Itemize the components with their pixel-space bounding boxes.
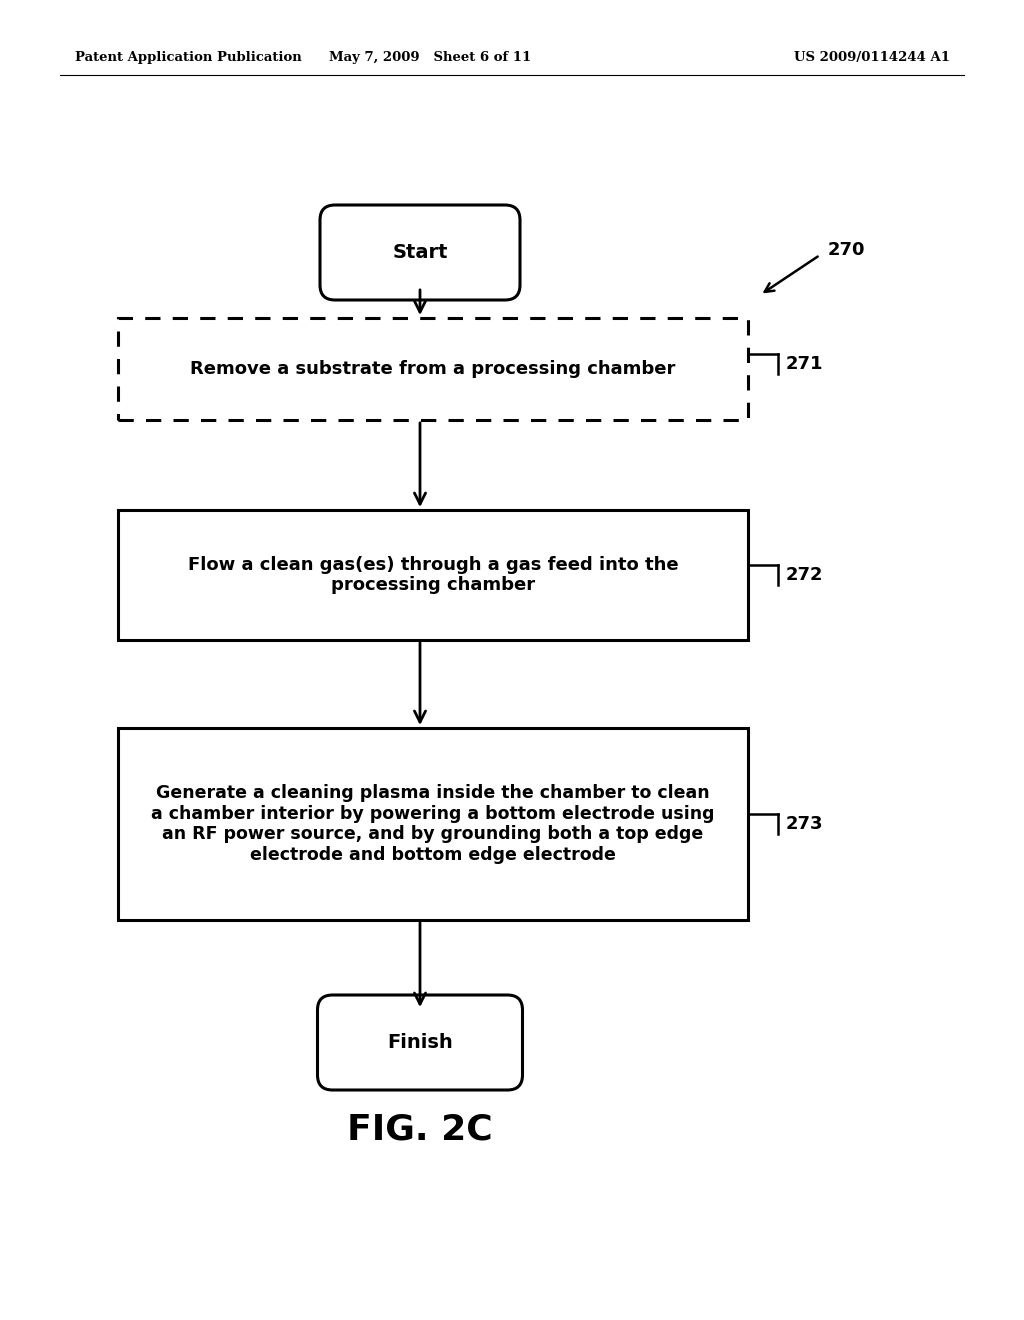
Text: 271: 271 bbox=[786, 355, 823, 374]
Bar bbox=[118, 318, 748, 420]
FancyBboxPatch shape bbox=[319, 205, 520, 300]
Text: Flow a clean gas(es) through a gas feed into the
processing chamber: Flow a clean gas(es) through a gas feed … bbox=[187, 556, 678, 594]
Text: Finish: Finish bbox=[387, 1034, 453, 1052]
Bar bbox=[118, 729, 748, 920]
Text: FIG. 2C: FIG. 2C bbox=[347, 1113, 493, 1147]
Text: Start: Start bbox=[392, 243, 447, 261]
Text: Patent Application Publication: Patent Application Publication bbox=[75, 51, 302, 65]
Text: Generate a cleaning plasma inside the chamber to clean
a chamber interior by pow: Generate a cleaning plasma inside the ch… bbox=[152, 784, 715, 865]
Text: 272: 272 bbox=[786, 566, 823, 583]
Bar bbox=[118, 510, 748, 640]
Text: US 2009/0114244 A1: US 2009/0114244 A1 bbox=[794, 51, 950, 65]
Text: 273: 273 bbox=[786, 814, 823, 833]
Text: 270: 270 bbox=[828, 242, 865, 259]
Text: Remove a substrate from a processing chamber: Remove a substrate from a processing cha… bbox=[190, 360, 676, 378]
FancyBboxPatch shape bbox=[317, 995, 522, 1090]
Text: May 7, 2009   Sheet 6 of 11: May 7, 2009 Sheet 6 of 11 bbox=[329, 51, 531, 65]
